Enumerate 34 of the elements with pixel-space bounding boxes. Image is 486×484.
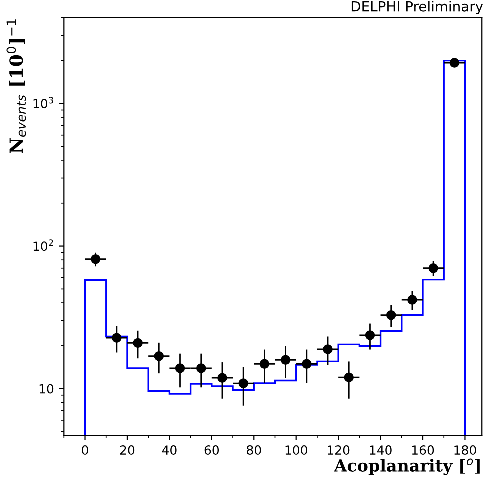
x-tick-label: 40 <box>162 446 177 455</box>
point <box>344 372 354 382</box>
point <box>90 254 101 264</box>
y-tick-label: 10 <box>40 384 54 394</box>
point <box>175 364 186 374</box>
point <box>280 355 291 366</box>
point <box>260 359 270 370</box>
point <box>133 338 143 348</box>
x-tick-label: 80 <box>247 446 262 455</box>
point <box>428 264 438 274</box>
point <box>112 333 122 343</box>
point <box>196 364 206 374</box>
x-axis-title: Acoplanarity [$^{o}$] <box>334 458 480 476</box>
point <box>323 344 333 354</box>
point <box>450 58 460 68</box>
y-tick-label: 10$^{3}$ <box>34 97 54 109</box>
x-tick-label: 0 <box>82 446 88 455</box>
x-tick-label: 20 <box>120 446 135 455</box>
x-tick-label: 60 <box>204 446 220 455</box>
point <box>302 359 312 370</box>
x-tick-label: 140 <box>370 446 392 455</box>
point <box>365 330 376 340</box>
x-tick-label: 120 <box>328 446 350 455</box>
x-tick-label: 100 <box>286 446 308 455</box>
point <box>238 378 248 388</box>
point <box>386 310 396 320</box>
x-tick-label: 160 <box>412 446 434 455</box>
y-axis-title: N$_{events}$ [10$^{0}$]$^{−1}$ <box>6 20 26 154</box>
x-tick-label: 180 <box>454 446 476 455</box>
point <box>154 352 164 362</box>
y-tick-label: 10$^{2}$ <box>34 240 54 252</box>
point <box>408 295 418 305</box>
point <box>218 373 228 383</box>
text: DELPHI Preliminary <box>352 1 484 15</box>
